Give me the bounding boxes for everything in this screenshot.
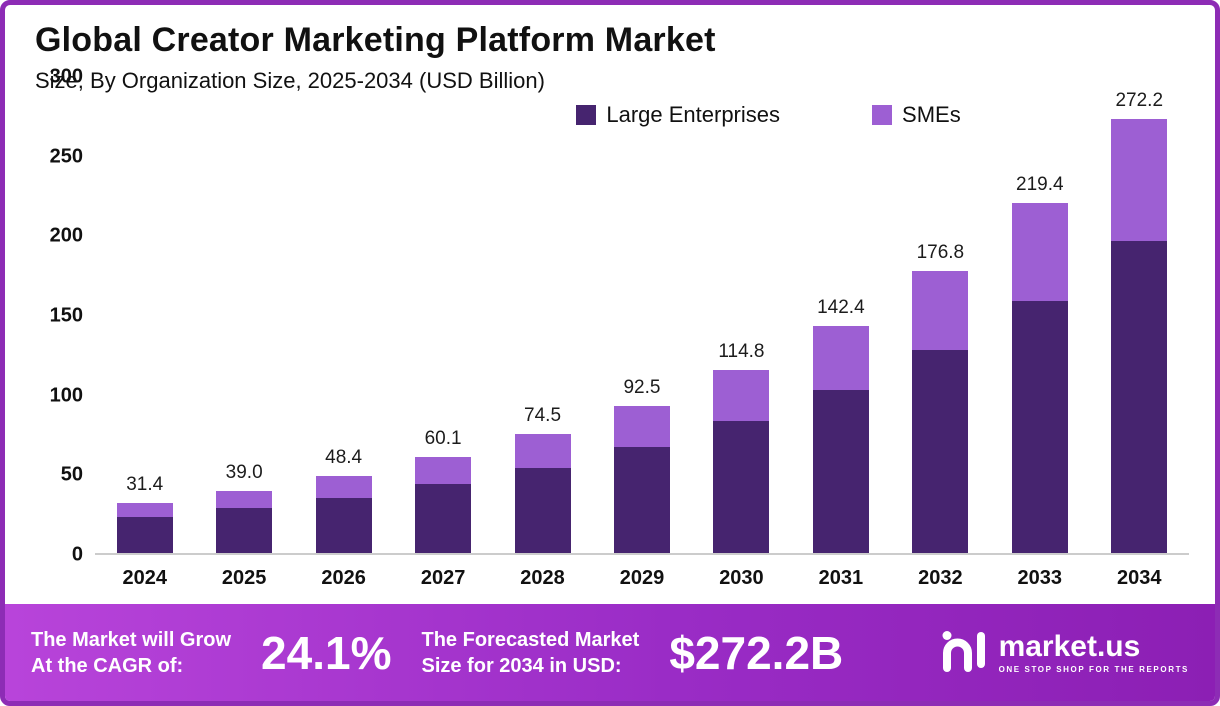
legend-label-large-enterprises: Large Enterprises [606,102,781,127]
bar-total-label: 39.0 [225,461,263,483]
bar-segment-smes [216,490,273,509]
footer-banner: The Market will Grow At the CAGR of: 24.… [5,604,1215,701]
x-axis-label: 2029 [619,567,665,589]
forecast-label-line2: Size for 2034 in USD: [421,654,622,677]
y-tick-label: 0 [71,543,83,566]
y-tick-label: 200 [49,224,83,247]
bar-group: 219.4 [1011,174,1068,553]
x-axis-label: 2030 [719,567,764,589]
bar-segment-smes [415,457,472,485]
bar-segment-large-enterprises [216,508,273,553]
header: Global Creator Marketing Platform Market… [5,5,1215,94]
legend-item-smes: SMEs [872,102,961,128]
legend-swatch-large-enterprises [576,105,597,125]
bar-segment-large-enterprises [116,517,173,553]
bar-total-label: 219.4 [1016,174,1064,196]
bar-segment-smes [1111,119,1168,241]
bar-total-label: 92.5 [623,376,661,398]
bar-group: 74.5 [514,405,571,553]
bar-segment-smes [812,326,869,390]
y-tick-label: 100 [49,384,83,407]
market-us-logo-icon [941,628,989,677]
bar-group: 176.8 [912,242,969,553]
bar-group: 272.2 [1111,90,1168,553]
bar-segment-smes [116,502,173,517]
bar-segment-large-enterprises [613,446,670,553]
bar-total-label: 272.2 [1115,90,1164,112]
page-subtitle: Size, By Organization Size, 2025-2034 (U… [35,68,545,93]
cagr-label: The Market will Grow At the CAGR of: [31,627,231,679]
logo-tagline: ONE STOP SHOP FOR THE REPORTS [998,664,1189,674]
plot-wrap: 0 50 100 150 200 250 300 Large Enterprises SME… [31,66,1189,566]
bar-segment-smes [1011,203,1068,302]
bar-total-label: 114.8 [718,341,765,363]
bar-total-label: 60.1 [424,428,462,450]
x-axis-label: 2027 [420,567,466,589]
y-tick-label: 50 [60,463,83,486]
bar-group: 142.4 [812,297,869,553]
x-axis-label: 2032 [918,567,963,589]
bar-segment-large-enterprises [415,484,472,553]
logo-text: market.us [998,629,1141,663]
bar-segment-large-enterprises [912,350,969,553]
x-axis-label: 2034 [1117,567,1162,589]
x-axis-label: 2024 [122,567,167,589]
y-tick-label: 250 [49,145,83,168]
y-axis: 0 50 100 150 200 250 300 [31,66,95,566]
logo-text-block: market.us ONE STOP SHOP FOR THE REPORTS [998,629,1189,674]
bar-segment-smes [315,475,372,498]
bar-total-label: 176.8 [916,242,965,264]
bar-total-label: 48.4 [325,446,363,468]
market-us-logo: market.us ONE STOP SHOP FOR THE REPORTS [941,628,1189,677]
forecast-label-line1: The Forecasted Market [421,628,640,651]
plot-area: Large Enterprises SMEs 31.4 39.0 48.4 60.1 7… [95,90,1189,555]
bar-group: 48.4 [315,446,372,553]
legend-label-smes: SMEs [902,102,961,127]
bar-segment-large-enterprises [1111,240,1168,553]
bar-segment-large-enterprises [514,467,571,553]
bar-segment-smes [613,405,670,447]
chart: 0 50 100 150 200 250 300 Large Enterprises SME… [31,66,1189,604]
y-tick-label: 150 [49,304,83,327]
bar-segment-large-enterprises [812,389,869,553]
legend-item-large-enterprises: Large Enterprises [576,102,780,128]
bar-segment-large-enterprises [713,421,770,553]
forecast-label: The Forecasted Market Size for 2034 in U… [421,627,639,679]
legend-swatch-smes [872,105,893,125]
bar-total-label: 74.5 [524,405,562,427]
bar-group: 114.8 [713,341,770,553]
cagr-label-line2: At the CAGR of: [31,654,184,677]
x-axis-label: 2033 [1017,567,1063,589]
bar-segment-smes [713,370,770,422]
x-axis-label: 2028 [520,567,565,589]
x-axis-label: 2026 [321,567,366,589]
bar-group: 92.5 [613,376,670,553]
bar-group: 60.1 [415,428,472,553]
x-axis-labels: 2024 2025 2026 2027 2028 2029 2030 2031 2032 2033… [95,555,1189,604]
forecast-value: $272.2B [669,626,844,679]
legend: Large Enterprises SMEs [576,102,961,128]
cagr-value: 24.1% [261,626,392,679]
x-axis-label: 2031 [818,567,864,589]
bar-group: 31.4 [116,473,173,553]
cagr-label-line1: The Market will Grow [31,628,232,651]
x-axis-label: 2025 [221,567,267,589]
bar-total-label: 31.4 [126,473,164,495]
bar-group: 39.0 [216,461,273,553]
bar-segment-smes [912,271,969,351]
bar-segment-large-enterprises [315,497,372,553]
bar-segment-smes [514,434,571,468]
page-title: Global Creator Marketing Platform Market [35,21,716,59]
bar-total-label: 142.4 [817,297,865,319]
bar-segment-large-enterprises [1011,301,1068,553]
y-tick-label: 300 [49,65,83,88]
